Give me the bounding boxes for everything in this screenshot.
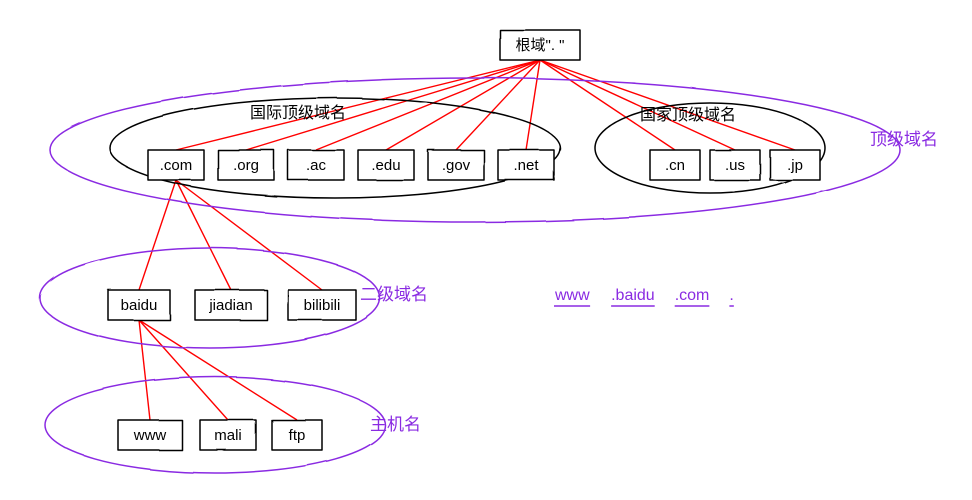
labels-layer: 国际顶级域名 国家顶级域名顶级域名二级域名主机名 (250, 104, 938, 434)
node-us: .us (710, 150, 760, 180)
node-label-www: www (133, 427, 167, 444)
node-label-ftp: ftp (289, 427, 306, 444)
edge-baidu-ftp (139, 320, 297, 420)
edge-baidu-www (139, 320, 150, 420)
group-label-intl: 国际顶级域名 (250, 104, 346, 122)
edge-com-bilibili (176, 180, 322, 290)
edge-root-com (176, 60, 540, 150)
node-jiadian: jiadian (195, 290, 267, 320)
edge-baidu-mali (139, 320, 228, 420)
dns-tree-diagram: 根域". " .com .org .ac .edu .gov .net .cn .us .jp ba… (0, 0, 972, 500)
node-label-us: .us (725, 157, 745, 174)
node-jp: .jp (770, 150, 820, 180)
edge-root-cn (540, 60, 675, 150)
group-label-cc: 国家顶级域名 (640, 106, 736, 124)
groups-layer (40, 78, 900, 473)
node-label-mali: mali (214, 427, 242, 444)
edge-root-edu (386, 60, 540, 150)
node-com: .com (148, 150, 204, 180)
group-label-second: 二级域名 (360, 285, 428, 304)
edge-root-us (540, 60, 735, 150)
node-net: .net (498, 150, 554, 180)
node-mali: mali (200, 420, 256, 450)
node-label-net: .net (513, 157, 539, 174)
node-bilibili: bilibili (288, 290, 356, 320)
node-cn: .cn (650, 150, 700, 180)
example-part-0: www (554, 287, 590, 304)
node-label-root: 根域". " (516, 37, 565, 54)
node-label-com: .com (160, 157, 193, 174)
node-label-cn: .cn (665, 157, 685, 174)
node-label-ac: .ac (306, 157, 327, 174)
edge-root-jp (540, 60, 795, 150)
node-label-jp: .jp (787, 157, 803, 174)
node-org: .org (218, 150, 274, 180)
group-label-tld: 顶级域名 (870, 130, 938, 149)
node-label-baidu: baidu (121, 297, 158, 314)
group-label-host: 主机名 (370, 415, 421, 434)
node-label-gov: .gov (442, 157, 471, 174)
node-baidu: baidu (108, 290, 170, 320)
example-layer: www .baidu .com. (554, 287, 734, 306)
example-part-1: .baidu (611, 287, 655, 304)
node-gov: .gov (428, 150, 484, 180)
node-label-org: .org (233, 157, 259, 174)
edge-root-ac (316, 60, 540, 150)
node-label-jiadian: jiadian (208, 297, 252, 314)
example-part-3: . (729, 287, 733, 304)
node-label-edu: .edu (371, 157, 400, 174)
edge-com-jiadian (176, 180, 231, 290)
node-label-bilibili: bilibili (304, 297, 341, 314)
node-edu: .edu (358, 150, 414, 180)
example-part-2: .com (675, 287, 710, 304)
node-ftp: ftp (272, 420, 322, 450)
edge-com-baidu (139, 180, 176, 290)
node-root: 根域". " (500, 30, 580, 60)
node-www: www (118, 420, 182, 450)
node-ac: .ac (288, 150, 344, 180)
